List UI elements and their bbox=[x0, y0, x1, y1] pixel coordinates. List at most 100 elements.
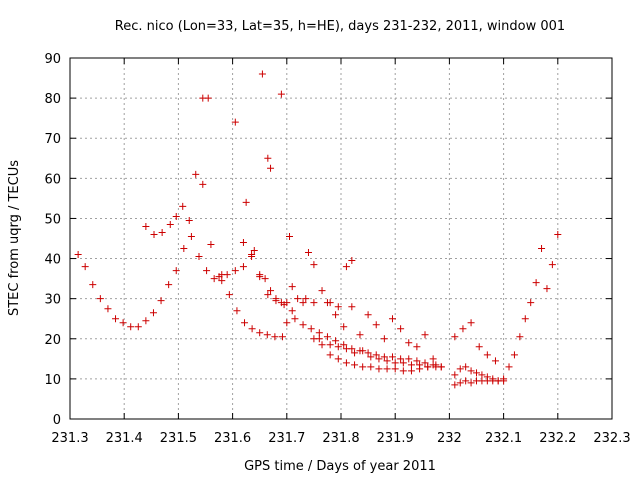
data-point bbox=[283, 319, 291, 327]
data-point bbox=[218, 277, 226, 285]
data-point bbox=[165, 281, 173, 289]
data-point bbox=[554, 230, 562, 238]
x-tick-label: 231.9 bbox=[377, 431, 414, 446]
data-point bbox=[505, 363, 513, 371]
data-point bbox=[367, 363, 375, 371]
data-point bbox=[429, 361, 437, 369]
data-point bbox=[239, 239, 247, 247]
y-tick-label: 0 bbox=[53, 413, 61, 428]
data-point bbox=[407, 367, 415, 375]
data-point bbox=[483, 373, 491, 381]
data-point bbox=[179, 202, 187, 210]
data-point bbox=[248, 325, 256, 333]
data-point bbox=[462, 363, 470, 371]
data-point bbox=[264, 291, 272, 299]
data-point bbox=[391, 359, 399, 367]
data-point bbox=[149, 309, 157, 317]
data-point bbox=[210, 275, 218, 283]
data-point bbox=[451, 333, 459, 341]
data-point bbox=[277, 90, 285, 98]
data-point bbox=[142, 222, 150, 230]
data-point bbox=[310, 299, 318, 307]
data-point bbox=[185, 216, 193, 224]
data-point bbox=[375, 355, 383, 363]
data-point bbox=[429, 355, 437, 363]
data-point bbox=[348, 345, 356, 353]
data-point bbox=[263, 331, 271, 339]
data-point bbox=[483, 351, 491, 359]
data-point bbox=[451, 381, 459, 389]
data-point bbox=[359, 363, 367, 371]
data-point bbox=[286, 232, 294, 240]
data-point bbox=[407, 361, 415, 369]
data-point bbox=[367, 353, 375, 361]
data-point bbox=[348, 303, 356, 311]
data-point bbox=[218, 271, 226, 279]
data-point bbox=[172, 267, 180, 275]
data-point bbox=[288, 307, 296, 315]
data-point bbox=[96, 295, 104, 303]
data-point bbox=[180, 245, 188, 253]
y-tick-label: 10 bbox=[44, 373, 61, 388]
data-point bbox=[510, 351, 518, 359]
data-point bbox=[310, 261, 318, 269]
data-point bbox=[456, 365, 464, 373]
x-tick-label: 231.4 bbox=[106, 431, 143, 446]
data-point bbox=[351, 361, 359, 369]
data-point bbox=[356, 331, 364, 339]
data-point bbox=[372, 321, 380, 329]
data-point bbox=[413, 343, 421, 351]
data-point bbox=[383, 357, 391, 365]
data-point bbox=[405, 355, 413, 363]
data-point bbox=[304, 249, 312, 257]
data-point bbox=[112, 315, 120, 323]
data-point bbox=[187, 232, 195, 240]
data-point bbox=[397, 355, 405, 363]
data-point bbox=[195, 253, 203, 261]
y-axis-label: STEC from uqrg / TECUs bbox=[7, 160, 22, 316]
data-point bbox=[323, 299, 331, 307]
data-point bbox=[364, 311, 372, 319]
data-point bbox=[456, 379, 464, 387]
data-point bbox=[391, 365, 399, 373]
data-point bbox=[267, 287, 275, 295]
data-point bbox=[489, 375, 497, 383]
data-point bbox=[166, 220, 174, 228]
data-point bbox=[413, 357, 421, 365]
x-tick-label: 232.3 bbox=[593, 431, 630, 446]
data-point bbox=[302, 295, 310, 303]
data-point bbox=[134, 323, 142, 331]
data-point bbox=[261, 275, 269, 283]
y-axis-ticks: 0 10 20 30 40 50 60 70 80 90 bbox=[44, 52, 612, 428]
data-point bbox=[323, 333, 331, 341]
data-point bbox=[250, 247, 258, 255]
data-point bbox=[548, 261, 556, 269]
data-point bbox=[421, 359, 429, 367]
data-point bbox=[288, 283, 296, 291]
data-point bbox=[271, 333, 279, 341]
data-point bbox=[204, 94, 212, 102]
y-tick-label: 80 bbox=[44, 92, 61, 107]
data-point bbox=[203, 267, 211, 275]
data-point bbox=[272, 295, 280, 303]
x-tick-label: 231.7 bbox=[268, 431, 305, 446]
y-tick-label: 90 bbox=[44, 52, 61, 67]
data-point bbox=[491, 357, 499, 365]
data-point bbox=[89, 281, 97, 289]
chart-title: Rec. nico (Lon=33, Lat=35, h=HE), days 2… bbox=[115, 19, 565, 34]
data-point bbox=[256, 271, 264, 279]
data-points bbox=[74, 70, 562, 389]
data-point bbox=[264, 154, 272, 162]
x-axis-ticks: 231.3 231.4 231.5 231.6 231.7 231.8 231.9 232 23… bbox=[51, 58, 631, 446]
data-point bbox=[451, 371, 459, 379]
data-point bbox=[437, 363, 445, 371]
data-point bbox=[326, 351, 334, 359]
data-point bbox=[351, 349, 359, 357]
data-point bbox=[416, 365, 424, 373]
data-point bbox=[81, 263, 89, 271]
data-point bbox=[158, 228, 166, 236]
data-point bbox=[459, 325, 467, 333]
data-point bbox=[405, 339, 413, 347]
data-point bbox=[372, 351, 380, 359]
y-tick-label: 30 bbox=[44, 293, 61, 308]
